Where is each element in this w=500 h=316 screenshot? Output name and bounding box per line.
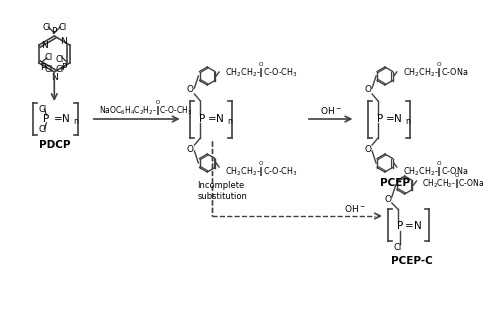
Text: Cl: Cl [58,23,66,33]
Text: CH$_2$CH$_2$-$\mathregular{\overset{O}{\|}}$C-ONa: CH$_2$CH$_2$-$\mathregular{\overset{O}{\… [422,171,484,191]
Text: Cl: Cl [44,52,53,62]
Text: P: P [199,114,205,124]
Text: N: N [216,114,224,124]
Text: N: N [414,221,422,231]
Text: N: N [51,72,58,82]
Text: n: n [74,118,78,126]
Text: Cl: Cl [56,64,64,74]
Text: Cl: Cl [394,244,402,252]
Text: N: N [394,114,402,124]
Text: CH$_2$CH$_2$-$\mathregular{\overset{O}{\|}}$C-ONa: CH$_2$CH$_2$-$\mathregular{\overset{O}{\… [402,159,468,179]
Text: n: n [405,118,410,126]
Text: PCEP-C: PCEP-C [390,256,432,266]
Text: PDCP: PDCP [38,140,70,150]
Text: =: = [405,221,414,231]
Text: OH$^-$: OH$^-$ [344,203,366,214]
Text: =: = [386,114,394,124]
Text: CH$_2$CH$_2$-$\mathregular{\overset{O}{\|}}$C-O-CH$_3$: CH$_2$CH$_2$-$\mathregular{\overset{O}{\… [225,60,298,80]
Text: O: O [187,86,194,94]
Text: O: O [384,195,392,204]
Text: Cl: Cl [56,54,64,64]
Text: PCEP: PCEP [380,178,410,188]
Text: Cl: Cl [42,23,50,33]
Text: =: = [54,114,62,124]
Text: OH$^-$: OH$^-$ [320,106,342,117]
Text: O: O [364,144,372,154]
Text: P: P [44,114,50,124]
Text: N: N [62,114,70,124]
Text: P: P [396,221,403,231]
Text: =: = [208,114,216,124]
Text: O: O [187,144,194,154]
Text: O: O [364,86,372,94]
Text: N: N [42,40,48,50]
Text: P: P [40,63,46,71]
Text: n: n [228,118,232,126]
Text: CH$_2$CH$_2$-$\mathregular{\overset{O}{\|}}$C-O-CH$_3$: CH$_2$CH$_2$-$\mathregular{\overset{O}{\… [225,159,298,179]
Text: N: N [60,37,67,46]
Text: P: P [61,63,66,71]
Text: Cl: Cl [44,64,53,74]
Text: P: P [377,114,383,124]
Text: NaOC$_6$H$_4$C$_2$H$_2$-$\mathregular{\overset{O}{\|}}$C-O-CH$_3$: NaOC$_6$H$_4$C$_2$H$_2$-$\mathregular{\o… [100,98,193,118]
Text: Cl: Cl [38,125,46,133]
Text: Incomplete
substitution: Incomplete substitution [198,181,248,201]
Text: Cl: Cl [38,105,46,113]
Text: CH$_2$CH$_2$-$\mathregular{\overset{O}{\|}}$C-ONa: CH$_2$CH$_2$-$\mathregular{\overset{O}{\… [402,60,468,80]
Text: P: P [52,27,57,37]
